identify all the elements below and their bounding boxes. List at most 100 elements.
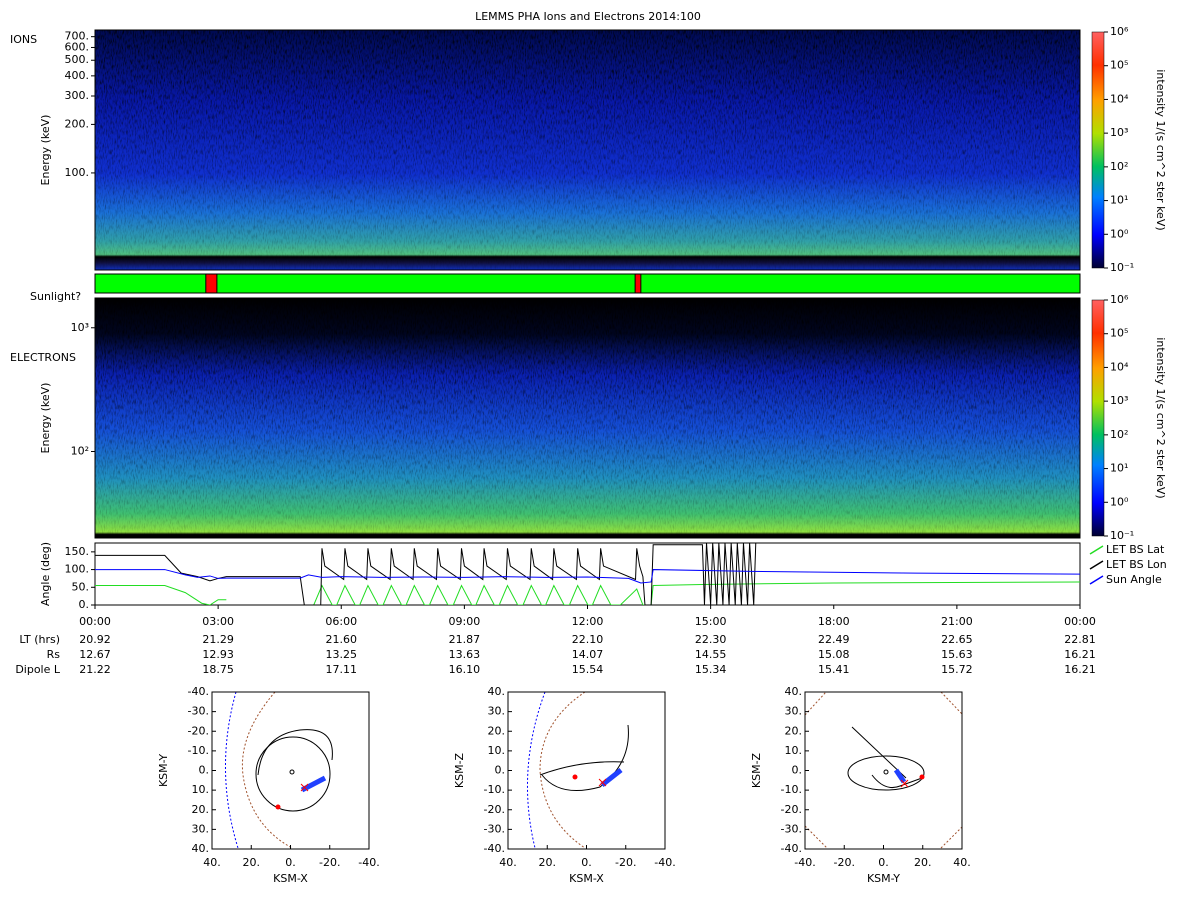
- spectrogram-noise: [95, 298, 1080, 538]
- colorbar-tick-label: 10³: [1110, 394, 1128, 407]
- sunlight-bar: [94, 273, 1081, 294]
- y-axis-label: Energy (keV): [39, 115, 52, 186]
- colorbar-tick-label: 10²: [1110, 428, 1128, 441]
- orbit-decor-1: [224, 691, 333, 849]
- y-tick-label: 40.: [488, 685, 506, 698]
- colorbar-tick-label: 10³: [1110, 126, 1128, 139]
- colorbar-tick-label: 10⁰: [1110, 227, 1129, 240]
- y-tick-label: -20.: [484, 803, 505, 816]
- legend-label: Sun Angle: [1106, 573, 1162, 586]
- y-tick-label: 20.: [192, 803, 210, 816]
- y-tick-label: 40.: [192, 842, 210, 855]
- y-tick-label: 10.: [192, 783, 210, 796]
- y-tick-label: -30.: [188, 705, 209, 718]
- legend-swatch: [1089, 575, 1104, 585]
- y-tick-label: -40.: [781, 842, 802, 855]
- y-tick-label: 10²: [71, 445, 89, 458]
- ephemeris-value: 22.65: [941, 633, 973, 646]
- ephemeris-value: 21.87: [449, 633, 481, 646]
- ephemeris-value: 22.49: [818, 633, 850, 646]
- x-tick-label: -20.: [615, 856, 636, 869]
- ephemeris-value: 22.10: [572, 633, 604, 646]
- ephemeris-value: 15.41: [818, 663, 850, 676]
- panel-label: ELECTRONS: [10, 351, 76, 364]
- y-tick-label: 30.: [488, 705, 506, 718]
- colorbar-tick-label: 10⁵: [1110, 59, 1128, 72]
- y-tick-label: 10.: [785, 744, 803, 757]
- x-tick-label: 40.: [203, 856, 221, 869]
- y-tick-label: -20.: [188, 724, 209, 737]
- y-axis-label: Angle (deg): [39, 542, 52, 606]
- y-tick-label: 0.: [199, 764, 210, 777]
- y-tick-label: -40.: [484, 842, 505, 855]
- colorbar-tick-label: 10¹: [1110, 462, 1128, 475]
- x-tick-label: 0.: [581, 856, 592, 869]
- ephemeris-value: 15.72: [941, 663, 973, 676]
- y-tick-label: 100.: [65, 166, 90, 179]
- ephemeris-value: 16.21: [1064, 648, 1096, 661]
- x-tick-label: 20.: [243, 856, 261, 869]
- y-tick-label: -10.: [781, 783, 802, 796]
- chart-title: LEMMS PHA Ions and Electrons 2014:100: [475, 10, 701, 23]
- x-tick-label: 00:00: [1064, 615, 1096, 628]
- y-tick-label: 10.: [488, 744, 506, 757]
- y-tick-label: 30.: [785, 705, 803, 718]
- x-axis-label: KSM-X: [273, 872, 308, 885]
- y-axis-label: Energy (keV): [39, 383, 52, 454]
- legend-label: LET BS Lon: [1106, 558, 1167, 571]
- eclipse: [205, 273, 218, 294]
- x-tick-label: 40.: [953, 856, 971, 869]
- angle-line: [95, 543, 758, 605]
- x-tick-label: 00:00: [79, 615, 111, 628]
- y-tick-label: 30.: [192, 822, 210, 835]
- ephemeris-value: 17.11: [326, 663, 358, 676]
- angle-line: [95, 569, 1080, 584]
- x-tick-label: 06:00: [325, 615, 357, 628]
- y-tick-label: 600.: [65, 40, 90, 53]
- panel-frame: [94, 542, 1081, 606]
- y-tick-label: 20.: [785, 724, 803, 737]
- ephemeris-value: 15.34: [695, 663, 727, 676]
- x-tick-label: 15:00: [695, 615, 727, 628]
- ephemeris-value: 12.67: [79, 648, 111, 661]
- x-tick-label: -40.: [654, 856, 675, 869]
- colorbar-tick-label: 10⁴: [1110, 360, 1129, 373]
- y-tick-label: 400.: [65, 69, 90, 82]
- eclipse: [634, 273, 642, 294]
- x-tick-label: 20.: [539, 856, 557, 869]
- y-tick-label: -10.: [188, 744, 209, 757]
- x-axis-label: KSM-X: [569, 872, 604, 885]
- ephemeris-label: Dipole L: [15, 663, 61, 676]
- ephemeris-label: LT (hrs): [19, 633, 60, 646]
- y-tick-label: 100.: [65, 563, 90, 576]
- legend-swatch: [1089, 560, 1104, 570]
- ephemeris-value: 15.54: [572, 663, 604, 676]
- y-axis-label: KSM-Y: [157, 754, 170, 787]
- y-axis-label: KSM-Z: [453, 752, 466, 788]
- legend-label: LET BS Lat: [1106, 543, 1165, 556]
- ephemeris-value: 21.29: [202, 633, 234, 646]
- ephemeris-value: 14.07: [572, 648, 604, 661]
- orbit-frame: [507, 691, 666, 850]
- ephemeris-value: 16.21: [1064, 663, 1096, 676]
- y-tick-label: -10.: [484, 783, 505, 796]
- y-tick-label: -40.: [188, 685, 209, 698]
- y-tick-label: 150.: [65, 545, 90, 558]
- x-tick-label: 21:00: [941, 615, 973, 628]
- y-tick-label: -30.: [484, 822, 505, 835]
- ephemeris-value: 13.63: [449, 648, 481, 661]
- y-tick-label: 500.: [65, 53, 90, 66]
- colorbar-tick-label: 10⁻¹: [1110, 529, 1134, 542]
- ephemeris-label: Rs: [47, 648, 61, 661]
- legend-swatch: [1089, 545, 1104, 555]
- colorbar-tick-label: 10⁻¹: [1110, 261, 1134, 274]
- colorbar: [1091, 31, 1105, 269]
- y-tick-label: 0.: [792, 764, 803, 777]
- plot-area: [95, 543, 1080, 605]
- colorbar-tick-label: 10⁶: [1110, 293, 1129, 306]
- y-tick-label: 20.: [488, 724, 506, 737]
- orbit-decor-3: [804, 691, 963, 849]
- x-tick-label: -40.: [794, 856, 815, 869]
